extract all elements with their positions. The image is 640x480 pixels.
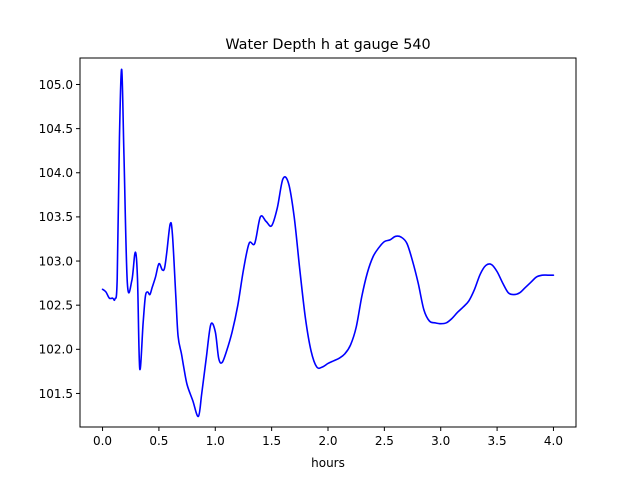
plot-area bbox=[79, 57, 577, 428]
y-tick-label: 104.5 bbox=[39, 122, 73, 136]
x-tick-label: 1.0 bbox=[206, 434, 225, 448]
y-tick-label: 103.0 bbox=[39, 254, 73, 268]
y-tick-label: 105.0 bbox=[39, 78, 73, 92]
plot-background bbox=[80, 58, 576, 427]
x-tick-label: 0.0 bbox=[93, 434, 112, 448]
series-layer bbox=[101, 68, 555, 418]
y-tick-label: 101.5 bbox=[39, 387, 73, 401]
x-tick-label: 3.5 bbox=[488, 434, 507, 448]
series-line-0 bbox=[101, 68, 555, 418]
x-tick-label: 2.5 bbox=[375, 434, 394, 448]
x-tick-label: 4.0 bbox=[544, 434, 563, 448]
y-tick-label: 102.5 bbox=[39, 298, 73, 312]
x-tick-label: 0.5 bbox=[149, 434, 168, 448]
y-tick-label: 104.0 bbox=[39, 166, 73, 180]
y-tick-label: 103.5 bbox=[39, 210, 73, 224]
x-tick-label: 3.0 bbox=[431, 434, 450, 448]
x-axis: 0.0 0.5 1.0 1.5 2.0 2.5 3.0 3.5 4.0 bbox=[93, 427, 563, 448]
x-tick-label: 1.5 bbox=[262, 434, 281, 448]
y-tick-label: 102.0 bbox=[39, 343, 73, 357]
chart-title: Water Depth h at gauge 540 bbox=[225, 37, 430, 53]
x-axis-label: hours bbox=[311, 456, 345, 470]
x-tick-label: 2.0 bbox=[318, 434, 337, 448]
y-axis: 101.5 102.0 102.5 103.0 103.5 104.0 104.5 105.0 bbox=[39, 78, 80, 401]
